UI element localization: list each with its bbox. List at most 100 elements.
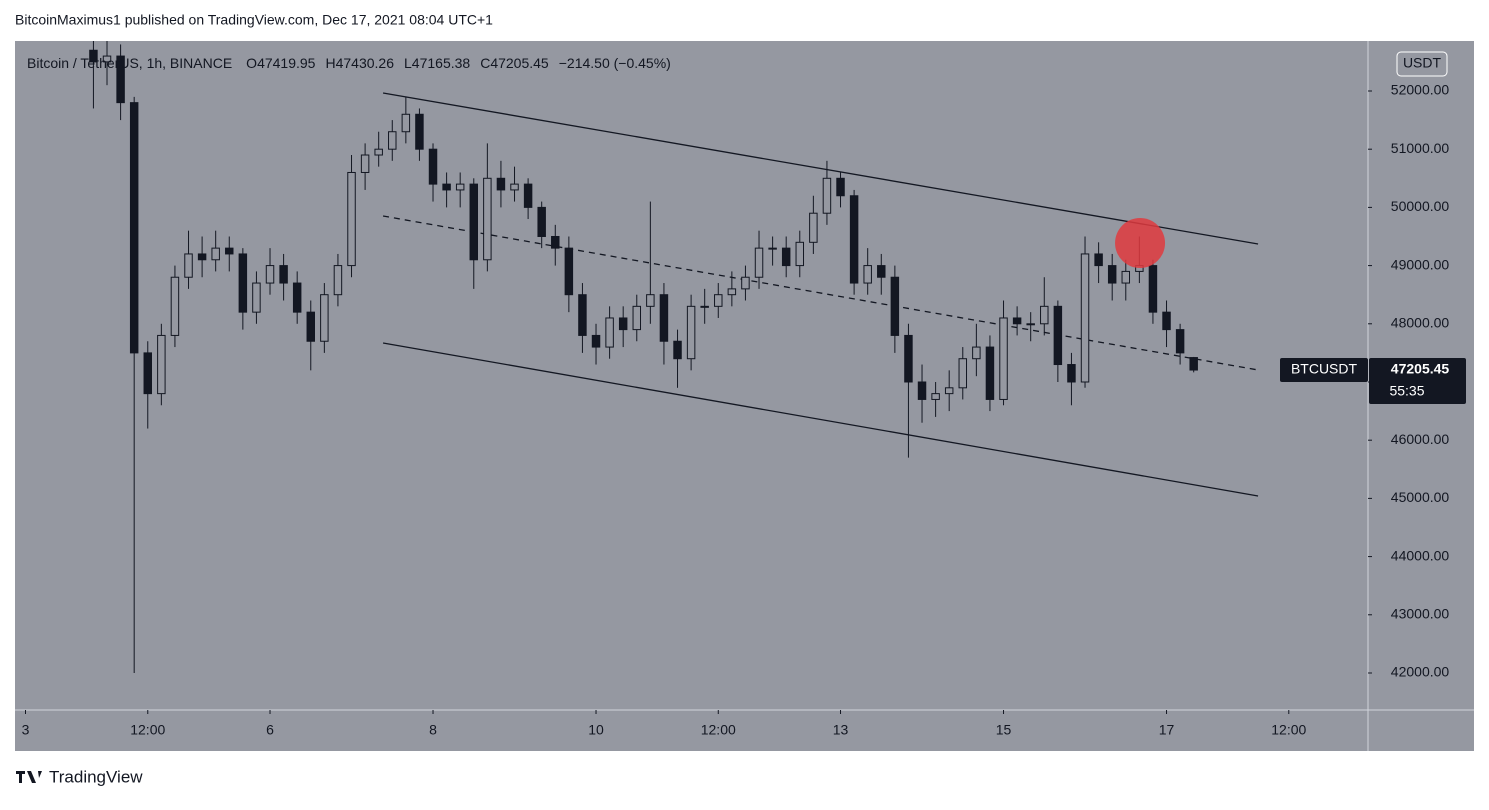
candle-body	[836, 177, 845, 197]
countdown: 55:35	[1389, 383, 1424, 399]
x-tick-label: 12:00	[1271, 722, 1306, 738]
currency: USDT	[1403, 55, 1442, 71]
candle-body	[781, 247, 791, 267]
trend-line	[382, 215, 1259, 371]
candle-body	[754, 247, 764, 278]
y-tick-label: 46000.00	[1391, 431, 1450, 447]
trend-line	[382, 342, 1259, 497]
candle-body	[360, 154, 370, 173]
candle-body	[564, 247, 574, 296]
x-tick-label: 13	[833, 722, 849, 738]
x-tick-label: 6	[266, 722, 274, 738]
symbol: Bitcoin / TetherUS, 1h, BINANCE	[27, 55, 232, 71]
candle-body	[972, 346, 981, 360]
candle-body	[279, 265, 288, 284]
candle-body	[741, 276, 750, 290]
candle-body	[985, 346, 995, 400]
brand-logo	[16, 771, 42, 783]
candle-body	[999, 317, 1008, 400]
candle-body	[225, 247, 234, 255]
candle-body	[523, 183, 533, 208]
change: −214.50 (−0.45%)	[559, 55, 671, 71]
ohlc-value: 47430.26	[336, 55, 395, 71]
ohlc-value: 47205.45	[490, 55, 549, 71]
candle-body	[1189, 357, 1198, 371]
candle-body	[252, 282, 261, 313]
candle-body	[537, 206, 546, 237]
candle-body	[877, 265, 886, 278]
x-tick-label: 3	[22, 722, 30, 738]
candle-body	[618, 317, 628, 331]
x-tick-label: 10	[588, 722, 604, 738]
candle-body	[659, 294, 669, 342]
candle-body	[578, 294, 587, 336]
candle-body	[469, 183, 479, 261]
candle-body	[1053, 305, 1063, 366]
highlight-marker	[1115, 218, 1166, 269]
candle-body	[170, 276, 180, 336]
candle-body	[388, 131, 397, 150]
candle-body	[320, 294, 329, 342]
ohlc-value: 47419.95	[257, 55, 316, 71]
candle-body	[904, 334, 913, 383]
currency-box	[1396, 51, 1448, 77]
x-tick-label: 15	[996, 722, 1012, 738]
candle-body	[184, 253, 193, 278]
y-tick-label: 42000.00	[1391, 664, 1450, 680]
candle-body	[333, 265, 343, 296]
y-tick-label: 49000.00	[1391, 256, 1450, 272]
candle-body	[415, 113, 424, 150]
candle-body	[129, 102, 139, 354]
ohlc-letter: O	[246, 55, 257, 71]
candle-body	[401, 113, 411, 133]
plot-area	[15, 41, 1474, 751]
y-tick-label: 51000.00	[1391, 140, 1450, 156]
candle-body	[1040, 305, 1049, 325]
candle-body	[714, 294, 723, 307]
candle-body	[89, 49, 98, 63]
candle-body	[822, 177, 832, 214]
candle-body	[1175, 329, 1185, 354]
price-box	[1369, 358, 1466, 405]
ohlc-letter: L	[404, 55, 412, 71]
candle-body	[455, 183, 465, 191]
candle-body	[1067, 364, 1076, 383]
legend-header: Bitcoin / TetherUS, 1h, BINANCE O47419.95…	[27, 55, 671, 71]
candle-body	[374, 148, 383, 156]
candle-body	[238, 253, 248, 313]
candle-body	[931, 393, 940, 400]
candle-body	[768, 247, 777, 250]
x-tick-label: 8	[429, 722, 437, 738]
candle-body	[863, 265, 872, 284]
candle-body	[1080, 253, 1090, 383]
candle-body	[646, 294, 655, 307]
candle-body	[197, 253, 207, 261]
last-price: 47205.45	[1391, 361, 1450, 377]
candle-body	[347, 171, 356, 267]
candle-body	[306, 311, 316, 342]
y-tick-label: 43000.00	[1391, 605, 1450, 621]
candle-body	[1162, 311, 1171, 331]
ohlc-value: 47165.38	[412, 55, 471, 71]
x-tick-label: 12:00	[130, 722, 165, 738]
candle-body	[551, 235, 560, 249]
ticker-box	[1280, 358, 1368, 383]
candle-body	[795, 241, 805, 267]
candle-body	[292, 282, 302, 313]
candle-body	[496, 177, 506, 191]
candle-body	[102, 55, 112, 63]
y-tick-label: 50000.00	[1391, 198, 1450, 214]
candle-body	[958, 358, 968, 389]
y-tick-label: 45000.00	[1391, 489, 1450, 505]
ohlc-letter: H	[325, 55, 335, 71]
candle-body	[700, 305, 709, 308]
candle-body	[673, 340, 682, 360]
y-tick-label: 44000.00	[1391, 547, 1450, 563]
candle-body	[510, 183, 519, 191]
candle-body	[890, 276, 900, 336]
x-tick-label: 17	[1159, 722, 1175, 738]
candle-body	[157, 334, 166, 395]
candle-body	[849, 195, 859, 284]
candle-body	[116, 55, 125, 104]
